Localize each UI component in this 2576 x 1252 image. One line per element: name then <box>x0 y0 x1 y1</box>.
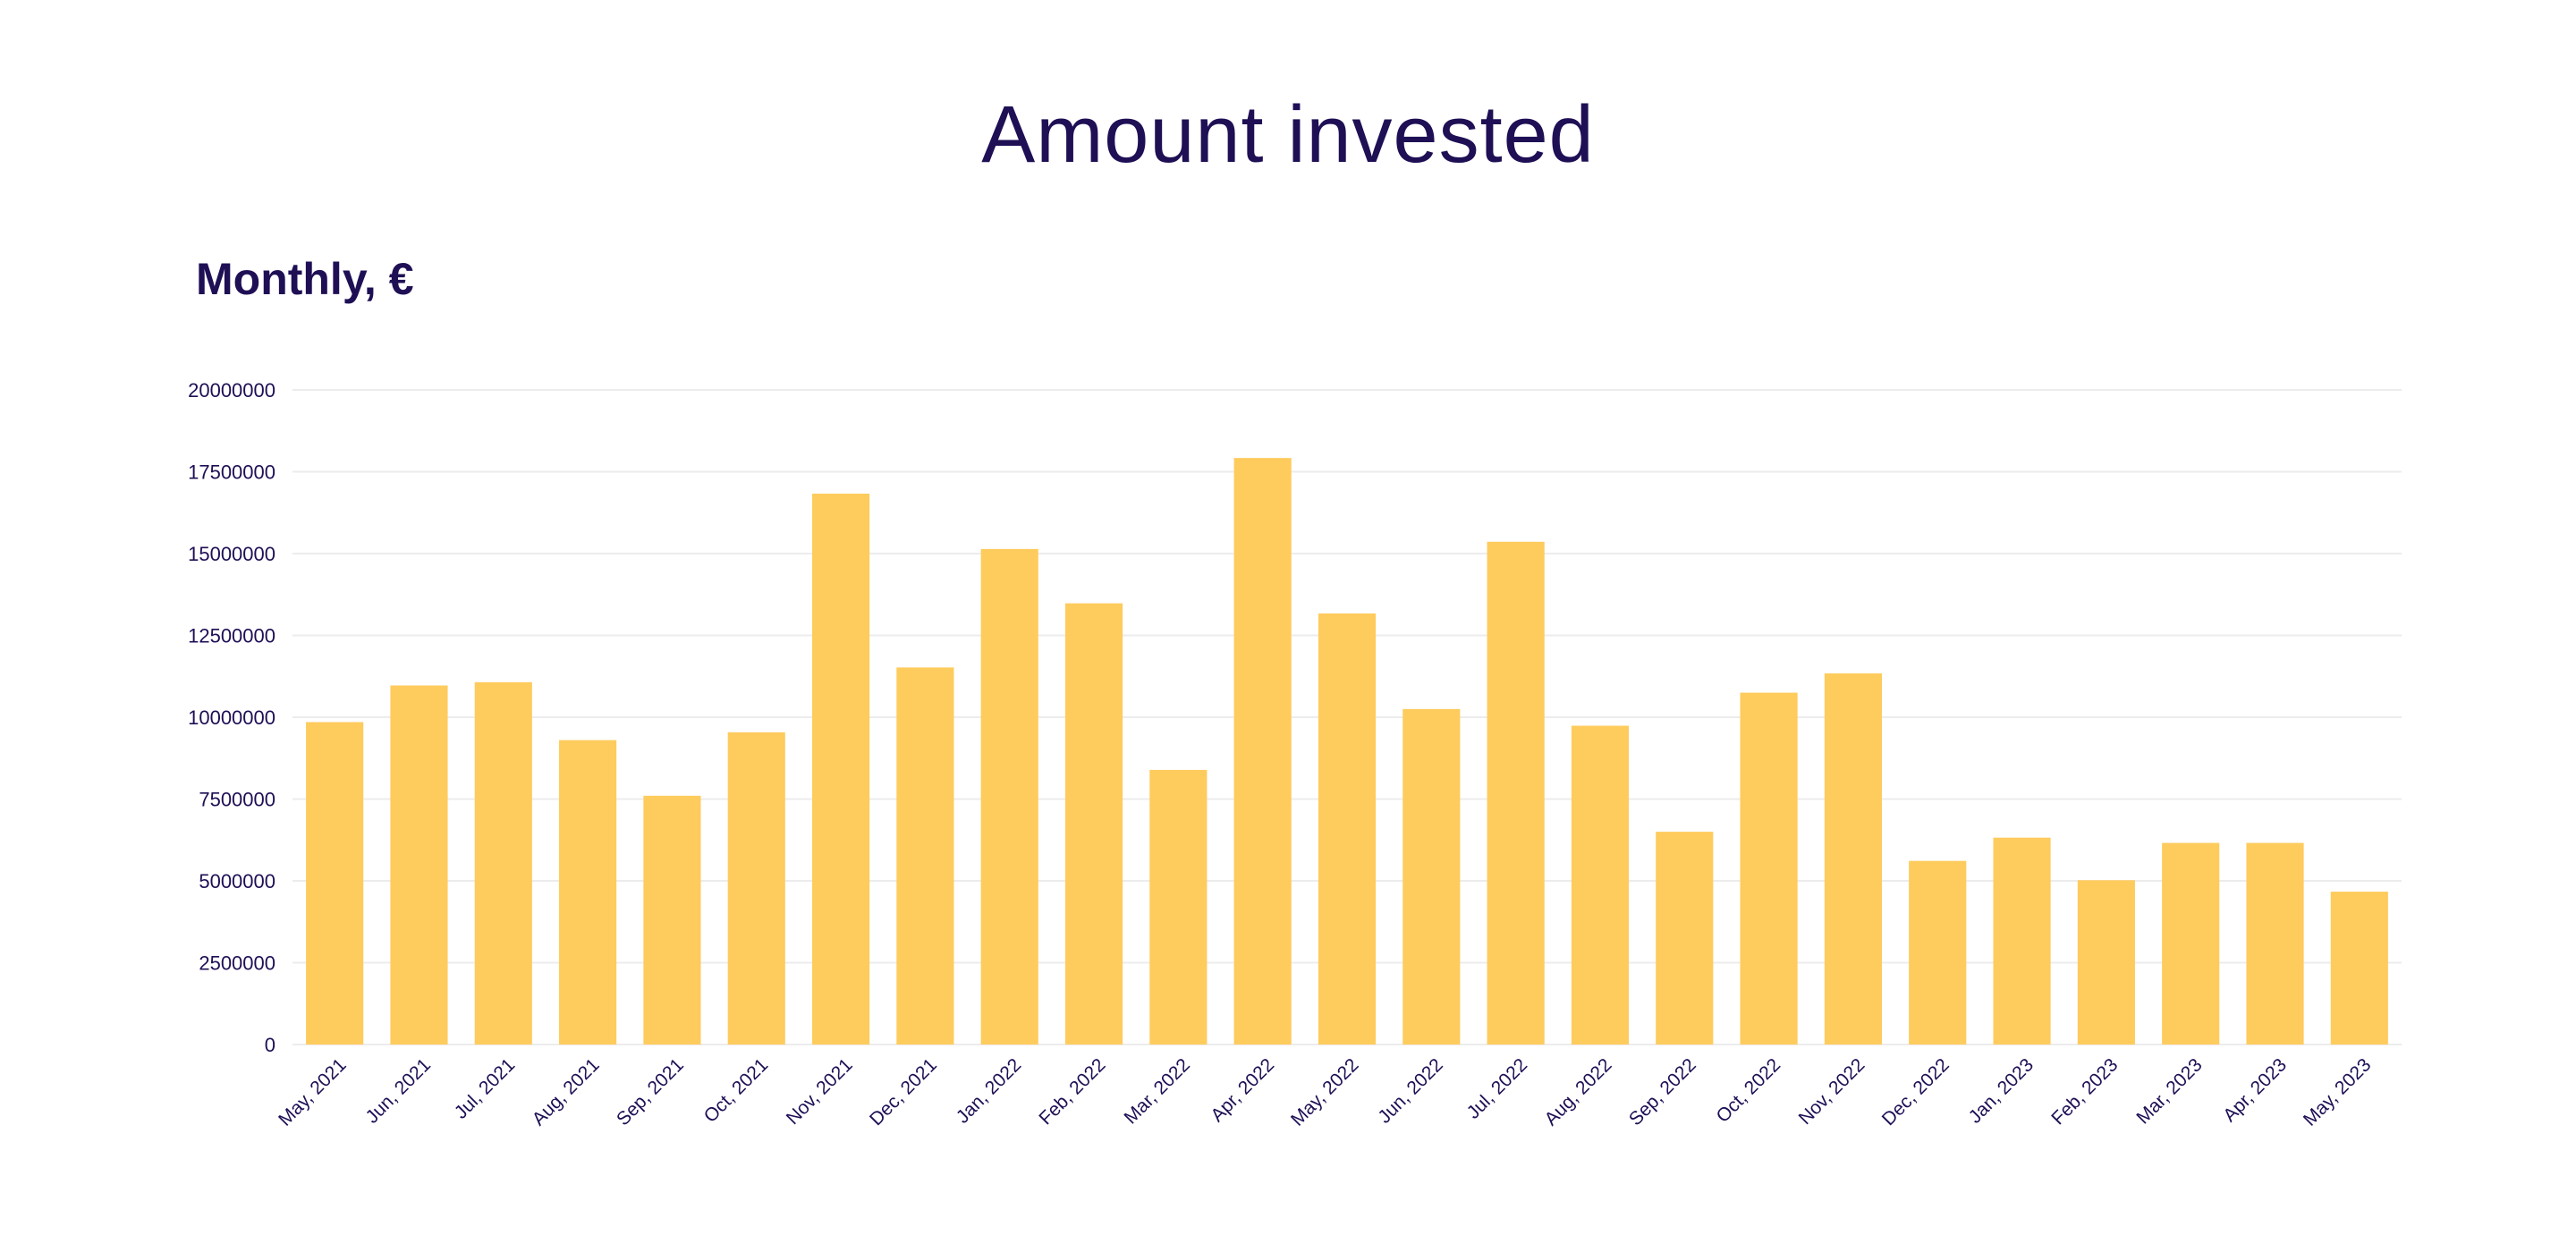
y-tick-label: 17500000 <box>188 461 275 484</box>
x-tick-label: Jul, 2021 <box>451 1054 520 1123</box>
y-tick-label: 10000000 <box>188 706 275 729</box>
bar <box>1571 725 1630 1045</box>
x-tick-label: Jun, 2021 <box>362 1054 435 1127</box>
bar <box>390 685 448 1045</box>
x-tick-label: Mar, 2023 <box>2132 1054 2206 1128</box>
x-tick-label: Apr, 2022 <box>1207 1054 1278 1126</box>
x-tick-label: Oct, 2022 <box>1712 1054 1784 1127</box>
x-tick-label: Nov, 2022 <box>1795 1054 1869 1129</box>
bar <box>1233 458 1292 1045</box>
bar <box>643 795 701 1045</box>
x-tick-label: Feb, 2023 <box>2047 1054 2122 1129</box>
bar <box>1909 860 1967 1045</box>
bar <box>474 681 532 1045</box>
bar <box>2162 842 2220 1045</box>
y-tick-label: 5000000 <box>199 870 275 892</box>
bar <box>1993 837 2051 1045</box>
bar <box>727 732 785 1045</box>
x-tick-label: Oct, 2021 <box>700 1054 773 1127</box>
y-tick-label: 20000000 <box>188 379 275 402</box>
bar <box>559 740 617 1045</box>
y-tick-label: 15000000 <box>188 543 275 565</box>
bars <box>306 458 2388 1045</box>
y-axis-ticks: 0 2500000 5000000 7500000 10000000 12500000 15… <box>188 379 275 1056</box>
x-tick-label: May, 2021 <box>275 1054 350 1129</box>
y-tick-label: 7500000 <box>199 789 275 811</box>
x-tick-label: Apr, 2023 <box>2219 1054 2291 1126</box>
x-tick-label: Nov, 2021 <box>783 1054 857 1129</box>
bar <box>306 722 364 1045</box>
bar <box>1402 708 1461 1045</box>
bar <box>2246 842 2304 1045</box>
x-axis-ticks: May, 2021 Jun, 2021 Jul, 2021 Aug, 2021 Sep,… <box>275 1054 2375 1129</box>
y-tick-label: 12500000 <box>188 625 275 647</box>
bar <box>812 494 870 1045</box>
x-tick-label: Jan, 2023 <box>1965 1054 2038 1127</box>
x-tick-label: May, 2022 <box>1287 1054 1362 1129</box>
bar <box>1318 613 1377 1045</box>
x-tick-label: Jul, 2022 <box>1463 1054 1532 1123</box>
bar <box>896 667 954 1045</box>
bar <box>1740 692 1798 1045</box>
x-tick-label: Aug, 2021 <box>529 1054 604 1129</box>
bar <box>1824 673 1882 1045</box>
x-tick-label: Dec, 2021 <box>866 1054 941 1129</box>
bar <box>2330 892 2388 1045</box>
bar <box>1149 769 1208 1045</box>
x-tick-label: Sep, 2022 <box>1625 1054 1700 1129</box>
x-tick-label: May, 2023 <box>2300 1054 2375 1129</box>
bar <box>1487 541 1545 1045</box>
bar <box>1064 603 1123 1045</box>
bar <box>1656 832 1714 1045</box>
x-tick-label: Feb, 2022 <box>1035 1054 1109 1129</box>
x-tick-label: Aug, 2022 <box>1541 1054 1616 1129</box>
bar <box>2077 880 2135 1045</box>
x-tick-label: Sep, 2021 <box>613 1054 688 1129</box>
x-tick-label: Jan, 2022 <box>953 1054 1025 1127</box>
y-tick-label: 2500000 <box>199 952 275 975</box>
chart-subtitle: Monthly, € <box>196 254 414 304</box>
bar <box>980 548 1038 1045</box>
y-tick-label: 0 <box>265 1034 275 1056</box>
x-tick-label: Mar, 2022 <box>1121 1054 1194 1128</box>
x-tick-label: Dec, 2022 <box>1878 1054 1953 1129</box>
chart-title: Amount invested <box>981 90 1595 180</box>
x-tick-label: Jun, 2022 <box>1374 1054 1446 1127</box>
